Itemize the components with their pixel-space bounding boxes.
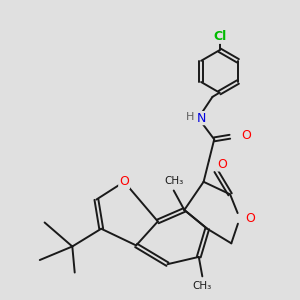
Text: Cl: Cl xyxy=(213,30,226,43)
Text: CH₃: CH₃ xyxy=(164,176,183,186)
Text: O: O xyxy=(218,158,227,171)
Text: N: N xyxy=(196,112,206,124)
Text: O: O xyxy=(119,175,129,188)
Text: CH₃: CH₃ xyxy=(193,280,212,291)
Text: O: O xyxy=(241,129,250,142)
Text: O: O xyxy=(245,212,255,225)
Text: H: H xyxy=(186,112,195,122)
